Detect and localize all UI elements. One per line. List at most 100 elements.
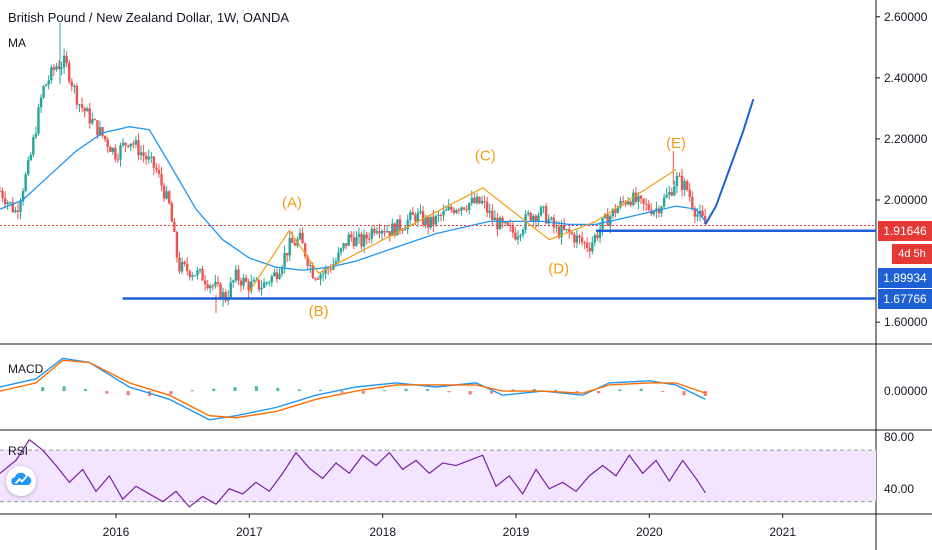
candle-body — [527, 212, 530, 215]
candle-body — [114, 147, 117, 160]
candle-body — [88, 108, 91, 124]
candle-body — [578, 235, 581, 238]
candle-body — [11, 202, 15, 213]
candle-body — [498, 217, 502, 230]
candle-body — [232, 280, 235, 283]
candle-body — [285, 252, 289, 256]
candle-body — [698, 210, 702, 215]
wave-label[interactable]: (C) — [475, 147, 496, 164]
macd-pane[interactable] — [0, 357, 707, 421]
wave-label[interactable]: (B) — [309, 303, 329, 320]
candle-body — [688, 189, 691, 197]
support-price-tag: 1.67766 — [878, 289, 932, 309]
candle-body — [621, 200, 625, 203]
candle-body — [301, 232, 304, 244]
candle-body — [539, 206, 543, 216]
candle-body — [614, 208, 617, 214]
candle-body — [362, 234, 366, 247]
candle-body — [678, 175, 681, 177]
candle-body — [450, 206, 453, 210]
macd-histogram-bar — [233, 387, 237, 392]
candle-body — [693, 208, 697, 217]
candle-body — [170, 203, 173, 222]
candle-body — [424, 217, 427, 226]
candle-body — [242, 277, 245, 286]
candle-body — [144, 155, 148, 160]
candle-body — [398, 219, 402, 230]
candle-body — [50, 67, 53, 81]
candle-body — [514, 232, 517, 240]
axes[interactable]: 2.60000 2.40000 2.20000 2.00000 1.60000 2016 2… — [103, 10, 928, 539]
ma-label[interactable]: MA — [8, 36, 26, 50]
candle-body — [419, 211, 422, 213]
candle-body — [211, 285, 215, 287]
macd-histogram-bar — [703, 391, 707, 397]
candle-body — [29, 154, 32, 161]
candle-body — [44, 84, 48, 87]
candle-body — [324, 267, 327, 274]
candle-body — [644, 203, 648, 205]
candle-body — [303, 243, 307, 257]
candle-body — [178, 257, 181, 272]
candle-body — [168, 191, 171, 204]
candle-body — [157, 169, 161, 174]
tradingview-logo-icon[interactable] — [6, 466, 36, 496]
candle-body — [701, 210, 704, 217]
macd-histogram-bar — [575, 391, 579, 393]
macd-histogram-bar — [126, 391, 130, 396]
candle-body — [429, 216, 432, 228]
chart-title: British Pound / New Zealand Dollar, 1W, … — [8, 10, 290, 25]
candle-body — [619, 200, 622, 208]
wave-label[interactable]: (A) — [282, 195, 302, 212]
candle-body — [183, 261, 186, 264]
projection-curve[interactable] — [704, 98, 755, 225]
candle-body — [634, 192, 638, 202]
macd-histogram-bar — [190, 390, 194, 392]
macd-histogram-bar — [276, 387, 280, 392]
candle-body — [252, 279, 256, 282]
candle-body — [83, 107, 86, 112]
macd-histogram-bar — [105, 391, 109, 394]
macd-histogram-bar — [596, 391, 600, 394]
macd-histogram-bar — [490, 391, 494, 394]
candle-body — [585, 242, 589, 248]
candle-body — [234, 269, 238, 281]
time-axis-label: 2020 — [636, 525, 663, 539]
candle-body — [511, 225, 515, 233]
candle-body — [411, 212, 415, 215]
candle-body — [639, 195, 643, 199]
candle-body — [442, 210, 445, 216]
rsi-pane[interactable] — [0, 438, 876, 508]
rsi-label[interactable]: RSI — [8, 444, 29, 458]
candle-body — [165, 191, 168, 199]
candle-body — [491, 210, 494, 221]
wave-pattern-line[interactable] — [248, 168, 677, 292]
candle-body — [139, 152, 143, 156]
candle-body — [293, 243, 297, 246]
candle-body — [127, 145, 130, 147]
price-pane[interactable]: (A) (B) (C) (D) (E) — [0, 22, 876, 320]
wave-label[interactable]: (D) — [548, 260, 569, 277]
candle-body — [116, 159, 120, 161]
candle-body — [606, 214, 609, 227]
candle-body — [57, 66, 61, 69]
macd-label[interactable]: MACD — [8, 362, 44, 376]
candle-body — [406, 220, 409, 229]
candle-body — [65, 55, 68, 63]
candle-body — [534, 215, 538, 222]
candle-body — [321, 273, 325, 275]
candle-body — [570, 232, 573, 235]
candle-body — [27, 160, 30, 175]
wave-label[interactable]: (E) — [666, 135, 686, 152]
macd-axis-label: 0.00000 — [884, 384, 928, 398]
candle-body — [447, 206, 450, 211]
macd-histogram-bar — [383, 390, 387, 392]
candle-body — [173, 221, 176, 232]
candle-body — [239, 280, 243, 286]
candle-body — [355, 236, 358, 247]
candle-body — [119, 145, 122, 160]
candle-body — [503, 222, 507, 224]
candle-body — [575, 235, 579, 243]
candle-body — [573, 234, 576, 243]
candle-body — [278, 273, 281, 280]
